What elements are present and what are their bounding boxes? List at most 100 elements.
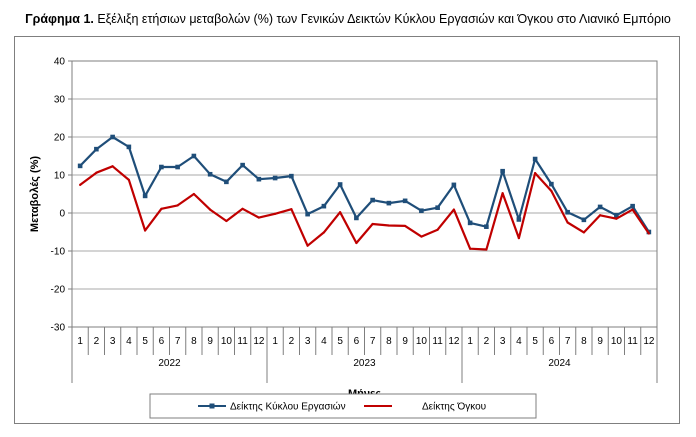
data-point-volume [566,221,569,224]
legend: Δείκτης Κύκλου Εργασιών Δείκτης Όγκου [149,393,537,419]
data-point-turnover [435,205,440,210]
data-point-volume [257,216,260,219]
x-axis: 1 2 3 4 5 6 7 8 9 10 11 12 1 2 3 4 5 6 7 8 9 10 11 12 1 2 3 4 5 6 7 8 9 1… [71,327,658,383]
y-tick-label: 0 [59,209,65,220]
data-point-turnover [402,198,408,204]
data-point-turnover [305,211,310,217]
month-label: 4 [126,336,132,347]
data-point-volume [192,192,195,196]
data-point-volume [339,211,342,214]
legend-item-turnover: Δείκτης Κύκλου Εργασιών [198,401,346,413]
data-point-volume [436,228,439,231]
data-point-turnover [500,168,505,174]
data-point-volume [615,217,618,220]
data-point-volume [322,231,325,234]
y-tick-label: 20 [54,133,66,144]
data-point-turnover [77,163,83,169]
month-label: 12 [643,336,655,347]
data-point-volume [485,248,488,251]
data-point-turnover [142,193,148,199]
year-label: 2023 [353,358,376,369]
chart-frame [14,36,680,424]
data-point-turnover [289,173,294,179]
data-point-turnover [614,212,619,218]
month-label: 1 [467,336,473,347]
data-point-volume [452,208,455,211]
data-point-turnover [419,208,424,214]
data-point-volume [355,241,358,245]
month-label: 5 [142,336,148,347]
data-point-volume [599,214,602,217]
data-point-turnover [386,200,392,206]
data-point-turnover [451,182,457,188]
data-point-volume [225,219,228,223]
year-label: 2022 [158,358,181,369]
data-point-turnover [207,171,213,177]
data-point-volume [176,204,179,207]
chart-title-text: Εξέλιξη ετήσιων μεταβολών (%) των Γενικώ… [93,12,671,26]
y-tick-label: 30 [54,95,66,106]
legend-label-volume: Δείκτης Όγκου [422,401,486,413]
month-label: 9 [207,336,213,347]
grid-layer [72,60,657,328]
month-label: 7 [370,336,376,347]
plot-area [71,60,658,328]
y-axis-label: Μεταβολές (%) [29,156,41,232]
data-point-turnover [516,217,522,222]
month-label: 4 [516,336,522,347]
data-point-volume [160,207,163,210]
data-point-volume [111,165,114,168]
year-label: 2024 [548,358,571,369]
month-label: 9 [597,336,603,347]
month-label: 11 [432,336,443,347]
data-point-volume [274,212,277,215]
y-tick-label: 10 [54,171,66,182]
data-point-turnover [110,134,115,140]
month-label: 5 [532,336,538,347]
data-point-turnover [354,215,359,221]
month-label: 12 [448,336,460,347]
y-tick-label: -20 [51,285,66,296]
data-point-turnover [467,220,473,226]
data-point-turnover [370,197,375,203]
data-point-turnover [630,203,635,209]
data-point-volume [371,222,374,226]
series-layer [77,134,652,251]
data-point-volume [420,235,423,238]
data-point-turnover [159,164,164,170]
chart-title: Γράφημα 1. Εξέλιξη ετήσιων μεταβολών (%)… [0,12,696,26]
data-point-volume [501,192,504,195]
month-label: 12 [253,336,265,347]
legend-marker-turnover [209,403,215,409]
data-point-volume [241,207,244,210]
legend-item-volume: Δείκτης Όγκου [364,401,486,413]
month-label: 6 [354,336,360,347]
series-line-volume [79,165,650,251]
month-label: 3 [305,336,311,347]
month-label: 6 [159,336,165,347]
data-point-volume [631,208,634,211]
month-label: 2 [94,336,100,347]
data-point-turnover [224,179,229,185]
data-point-volume [95,171,98,174]
month-label: 9 [402,336,408,347]
data-point-volume [404,224,407,228]
data-point-volume [469,247,472,250]
month-label: 10 [416,336,428,347]
chart-title-label: Γράφημα 1. [25,12,94,26]
month-label: 7 [565,336,571,347]
month-label: 1 [272,336,278,347]
month-label: 11 [627,336,638,347]
data-point-turnover [549,181,554,187]
data-point-turnover [321,203,327,209]
y-tick-label: -10 [51,247,66,258]
data-point-volume [647,232,650,235]
data-point-turnover [94,146,99,152]
month-label: 10 [221,336,233,347]
y-tick-label: -30 [51,323,66,334]
data-point-turnover [597,204,603,210]
data-point-volume [387,224,390,227]
y-axis: -30 -20 -10 0 10 20 30 40 [51,57,72,334]
data-point-turnover [191,153,197,159]
